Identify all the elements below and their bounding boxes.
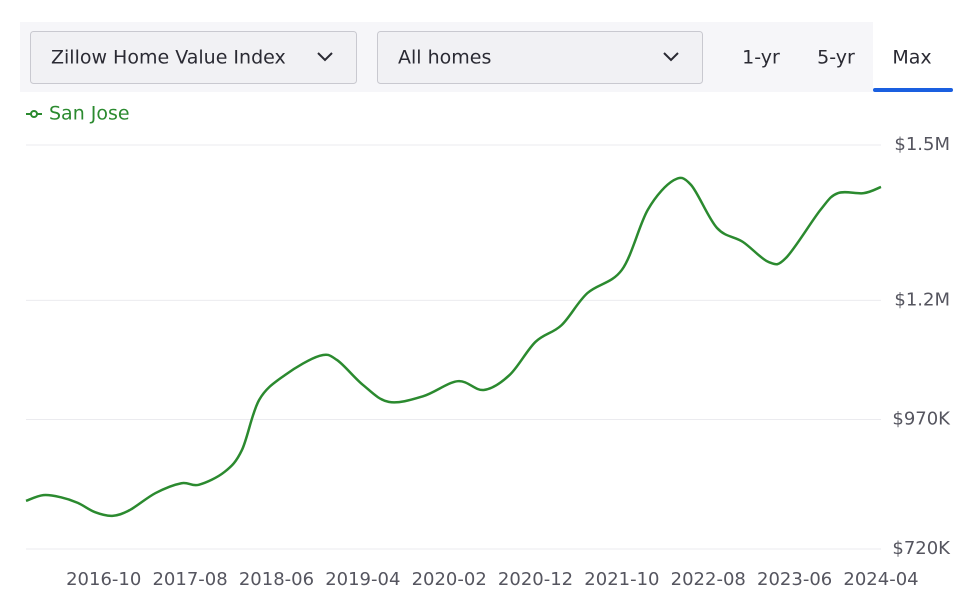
range-underline: [873, 88, 953, 92]
index-dropdown[interactable]: Zillow Home Value Index: [30, 31, 357, 84]
range-tab[interactable]: Max: [892, 47, 931, 69]
legend-label: San Jose: [49, 103, 130, 125]
x-tick-label: 2022-08: [671, 569, 746, 590]
y-tick-label: $1.2M: [894, 289, 950, 310]
data-line: [25, 176, 882, 518]
x-tick-label: 2020-02: [412, 569, 487, 590]
x-tick-label: 2021-10: [584, 569, 659, 590]
chevron: [663, 52, 679, 62]
dropdown-label[interactable]: Zillow Home Value Index: [51, 47, 286, 69]
x-tick-label: 2023-06: [757, 569, 832, 590]
range-tab[interactable]: 5-yr: [817, 47, 855, 69]
dropdown-label[interactable]: All homes: [398, 47, 491, 69]
x-tick-label: 2016-10: [66, 569, 141, 590]
dropdown-box[interactable]: [377, 31, 703, 84]
y-tick-label: $720K: [892, 538, 951, 559]
x-tick-label: 2017-08: [152, 569, 227, 590]
x-tick-label: 2018-06: [239, 569, 314, 590]
x-tick-label: 2019-04: [325, 569, 400, 590]
legend-dot: [30, 110, 38, 118]
chevron: [317, 52, 333, 62]
range-tab[interactable]: 1-yr: [742, 47, 780, 69]
dropdown-box[interactable]: [30, 31, 357, 84]
x-tick-label: 2020-12: [498, 569, 573, 590]
y-tick-label: $1.5M: [894, 134, 950, 155]
range-tab-active[interactable]: [873, 22, 953, 92]
x-tick-label: 2024-04: [843, 569, 918, 590]
y-tick-label: $970K: [892, 409, 951, 430]
home-type-dropdown[interactable]: All homes: [377, 31, 703, 84]
